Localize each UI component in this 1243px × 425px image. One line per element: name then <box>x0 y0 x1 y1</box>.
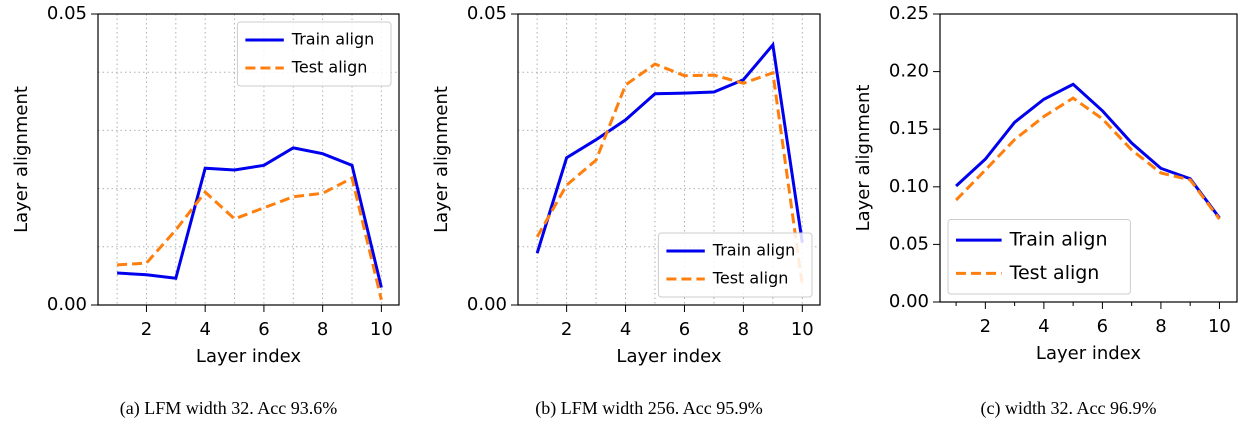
y-axis-label: Layer alignment <box>853 85 874 232</box>
x-tick-label: 10 <box>370 319 393 340</box>
y-tick-label: 0.00 <box>47 294 87 315</box>
legend-label: Test align <box>712 269 789 288</box>
data-line <box>535 41 804 254</box>
y-tick-label: 0.25 <box>889 3 929 24</box>
y-tick-label: 0.20 <box>889 61 929 82</box>
caption: (c) width 32. Acc 96.9% <box>981 398 1157 419</box>
data-line <box>116 175 383 301</box>
x-tick-label: 8 <box>1155 316 1166 337</box>
y-tick-label: 0.05 <box>47 3 87 24</box>
data-line <box>535 62 804 286</box>
x-tick-label: 2 <box>141 319 152 340</box>
y-tick-label: 0.00 <box>467 294 507 315</box>
caption: (b) LFM width 256. Acc 95.9% <box>535 398 762 419</box>
x-tick-label: 8 <box>738 319 749 340</box>
legend-label: Test align <box>291 58 368 77</box>
y-axis-label: Layer alignment <box>11 86 32 233</box>
x-axis-label: Layer index <box>1036 343 1142 364</box>
data-line <box>955 96 1221 220</box>
plot-frame <box>97 13 400 306</box>
y-tick-label: 0.10 <box>889 176 929 197</box>
y-tick-label: 0.05 <box>467 3 507 24</box>
x-tick-label: 2 <box>980 316 991 337</box>
x-tick-label: 10 <box>1208 316 1231 337</box>
legend-label: Train align <box>1009 229 1108 251</box>
x-tick-label: 4 <box>1038 316 1049 337</box>
y-tick-label: 0.05 <box>889 233 929 254</box>
x-axis-label: Layer index <box>196 346 302 367</box>
y-tick-label: 0.00 <box>889 291 929 312</box>
legend-box <box>657 232 813 298</box>
x-tick-label: 4 <box>199 319 210 340</box>
caption: (a) LFM width 32. Acc 93.6% <box>120 398 337 419</box>
data-line <box>116 146 383 288</box>
x-tick-label: 6 <box>258 319 269 340</box>
legend-box <box>236 21 392 87</box>
x-tick-label: 2 <box>561 319 572 340</box>
legend-label: Train align <box>712 241 795 260</box>
legend-label: Test align <box>1009 262 1100 284</box>
x-tick-label: 10 <box>791 319 814 340</box>
x-tick-label: 8 <box>317 319 328 340</box>
legend-label: Train align <box>291 30 374 49</box>
plot-frame <box>939 13 1238 303</box>
legend-box <box>947 219 1131 295</box>
plot-frame <box>517 13 821 306</box>
x-tick-label: 6 <box>679 319 690 340</box>
y-tick-label: 0.15 <box>889 118 929 139</box>
data-line <box>955 82 1221 219</box>
y-axis-label: Layer alignment <box>431 86 452 233</box>
x-tick-label: 6 <box>1097 316 1108 337</box>
x-axis-label: Layer index <box>616 346 722 367</box>
x-tick-label: 4 <box>620 319 631 340</box>
